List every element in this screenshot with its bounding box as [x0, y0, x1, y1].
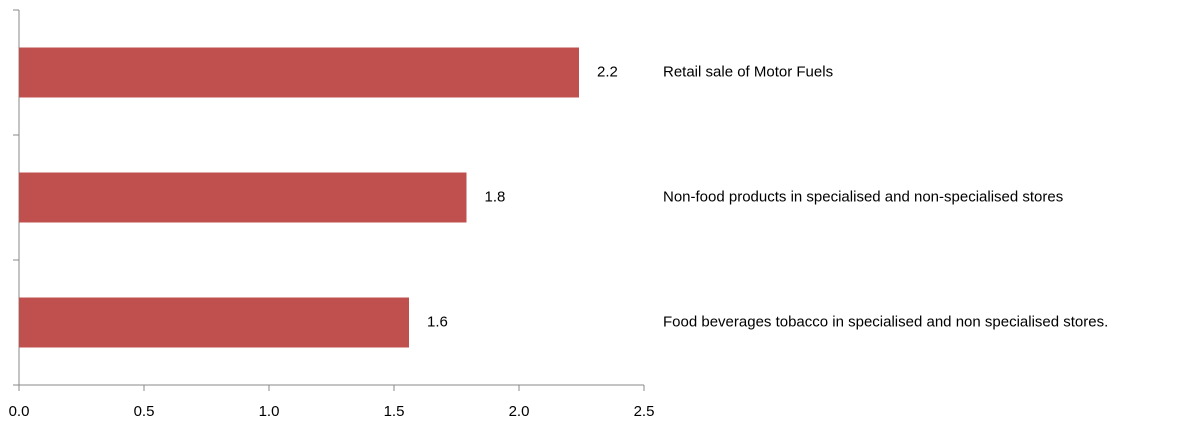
category-label: Food beverages tobacco in specialised an…	[663, 313, 1108, 330]
bar	[19, 172, 467, 223]
x-tick-label: 0.5	[134, 403, 155, 420]
x-tick-label: 0.0	[9, 403, 30, 420]
bar	[19, 297, 409, 348]
x-tick-label: 1.5	[384, 403, 405, 420]
value-label: 1.8	[485, 188, 506, 205]
category-label: Retail sale of Motor Fuels	[663, 63, 833, 80]
category-label: Non-food products in specialised and non…	[663, 188, 1063, 205]
x-tick-label: 2.5	[634, 403, 655, 420]
value-label: 1.6	[427, 313, 448, 330]
x-tick-label: 2.0	[509, 403, 530, 420]
x-tick-label: 1.0	[259, 403, 280, 420]
value-label: 2.2	[597, 63, 618, 80]
bar	[19, 47, 579, 98]
